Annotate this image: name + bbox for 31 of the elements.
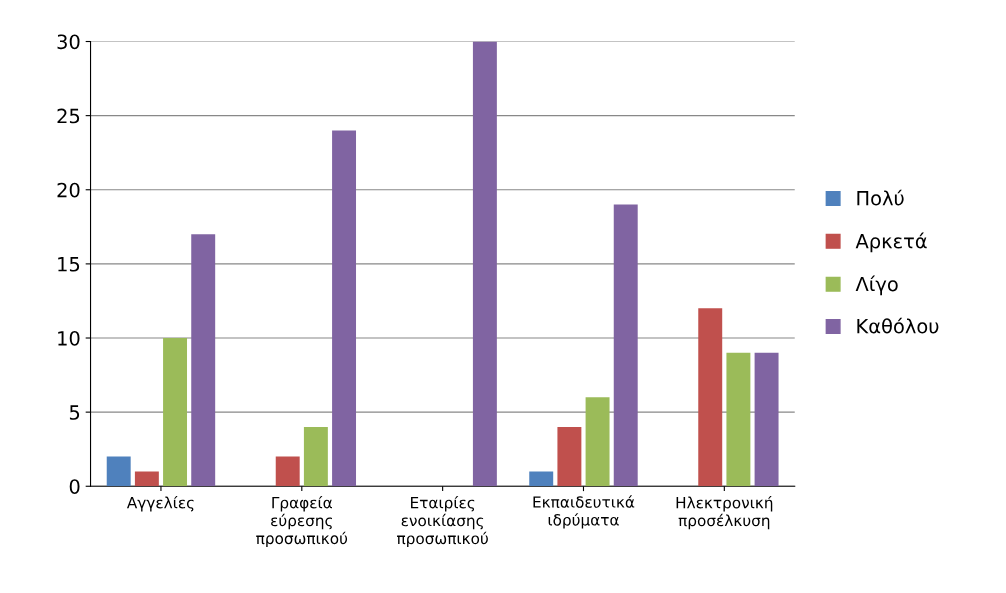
bar	[134, 471, 159, 487]
bar	[529, 471, 554, 487]
x-tick-label: Ηλεκτρονική προσέλκυση	[676, 495, 773, 530]
bar	[585, 397, 610, 487]
bar	[472, 41, 497, 487]
x-tick-label: Αγγελίες	[126, 495, 194, 512]
bar	[163, 338, 188, 487]
y-tick-label: 10	[58, 330, 80, 346]
bar	[275, 456, 300, 487]
legend-label: Λίγο	[855, 275, 898, 296]
y-tick-label: 5	[69, 405, 80, 420]
y-tick-label: 30	[57, 34, 80, 50]
legend-label: Πολύ	[857, 189, 904, 206]
x-tick-label: Γραφεία εύρεσης προσωπικού	[256, 495, 348, 548]
bar	[332, 130, 357, 487]
x-tick-label: Εκπαιδευτικά ιδρύματα	[533, 495, 635, 529]
bar	[303, 426, 328, 487]
bar	[726, 352, 751, 487]
bar	[106, 456, 131, 487]
y-tick-label: 25	[57, 108, 80, 124]
y-tick-label: 15	[58, 257, 80, 272]
bar	[613, 204, 638, 487]
bar	[191, 234, 216, 487]
y-tick-label: 0	[69, 479, 80, 494]
bar	[754, 352, 779, 487]
x-tick-label: Εταιρίες ενοικίασης προσωπικού	[397, 495, 488, 548]
y-tick-label: 20	[57, 182, 80, 198]
legend-label: Αρκετά	[855, 232, 927, 253]
legend-label: Καθόλου	[857, 317, 939, 334]
bar	[557, 426, 582, 487]
bar	[698, 308, 723, 487]
